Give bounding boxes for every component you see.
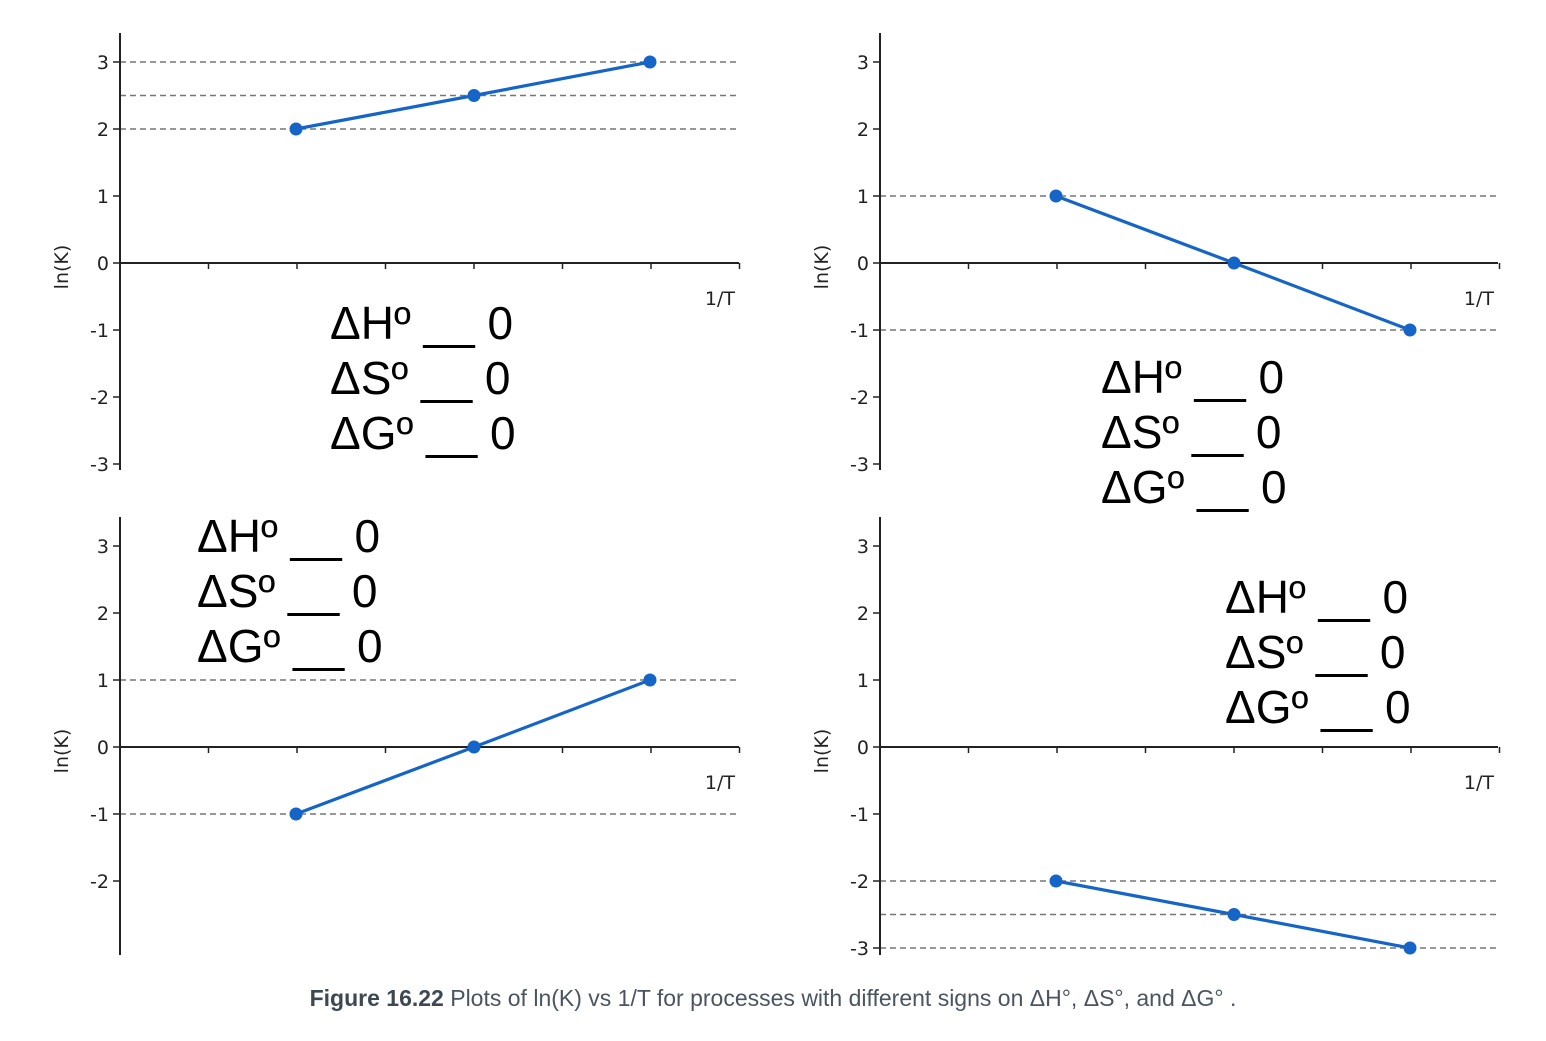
- x-axis-title: 1/T: [1464, 772, 1494, 794]
- delta-h-label: ΔHº __ 0: [330, 297, 514, 349]
- y-tick-label: 0: [97, 253, 109, 275]
- annotation-panel-1: ΔHº __ 0 ΔSº __ 0 ΔGº __ 0: [330, 296, 516, 461]
- y-tick-label: 0: [857, 737, 869, 759]
- delta-g-label: ΔGº __ 0: [1225, 681, 1411, 733]
- data-point: [1403, 323, 1417, 337]
- data-point: [467, 89, 481, 102]
- delta-s-label: ΔSº __ 0: [1101, 406, 1282, 458]
- y-tick-label: 1: [857, 186, 869, 208]
- delta-h-label: ΔHº __ 0: [1101, 351, 1285, 403]
- y-tick-label: 2: [857, 603, 869, 625]
- y-tick-label: -2: [850, 871, 869, 893]
- annotation-panel-4: ΔHº __ 0 ΔSº __ 0 ΔGº __ 0: [1225, 570, 1411, 735]
- y-axis-title: ln(K): [51, 729, 73, 774]
- delta-g-label: ΔGº __ 0: [330, 407, 516, 459]
- data-point: [1227, 256, 1241, 270]
- y-axis-title: ln(K): [51, 245, 73, 290]
- y-tick-label: 1: [97, 670, 109, 692]
- y-tick-label: 1: [857, 670, 869, 692]
- y-tick-label: -1: [90, 320, 109, 342]
- chart-panel-2: 3 2 1 0 -1 -2 -3 1/T ln(K): [811, 33, 1501, 476]
- y-tick-label: -3: [90, 454, 109, 476]
- data-point: [643, 673, 657, 687]
- y-axis-title: ln(K): [811, 729, 833, 774]
- data-point: [643, 55, 657, 69]
- y-tick-label: -1: [90, 804, 109, 826]
- delta-s-label: ΔSº __ 0: [1225, 626, 1406, 678]
- y-tick-label: -1: [850, 320, 869, 342]
- y-tick-label: 3: [857, 536, 869, 558]
- y-tick-label: -2: [90, 871, 109, 893]
- data-point: [1049, 189, 1063, 203]
- delta-h-label: ΔHº __ 0: [197, 510, 381, 562]
- y-tick-label: 3: [97, 52, 109, 74]
- x-axis-title: 1/T: [705, 288, 735, 310]
- data-point: [1227, 908, 1241, 921]
- y-axis-title: ln(K): [811, 245, 833, 290]
- y-tick-label: -3: [850, 938, 869, 960]
- delta-s-label: ΔSº __ 0: [197, 565, 378, 617]
- chart-panel-4: 3 2 1 0 -1 -2 -3 1/T ln(K): [811, 517, 1501, 960]
- y-tick-label: -2: [850, 387, 869, 409]
- figure-caption: Figure 16.22 Plots of ln(K) vs 1/T for p…: [0, 985, 1546, 1012]
- delta-g-label: ΔGº __ 0: [197, 620, 383, 672]
- y-tick-label: -1: [850, 804, 869, 826]
- x-axis-title: 1/T: [705, 772, 735, 794]
- y-tick-label: 3: [97, 536, 109, 558]
- chart-panel-1: 3 2 1 0 -1 -2 -3 1/T ln(K): [51, 33, 741, 476]
- y-tick-label: 2: [97, 119, 109, 141]
- y-tick-label: -2: [90, 387, 109, 409]
- y-tick-label: -3: [850, 454, 869, 476]
- y-tick-label: 2: [857, 119, 869, 141]
- delta-s-label: ΔSº __ 0: [330, 352, 511, 404]
- y-tick-label: 1: [97, 186, 109, 208]
- y-tick-label: 2: [97, 603, 109, 625]
- delta-g-label: ΔGº __ 0: [1101, 461, 1287, 513]
- y-tick-label: 0: [97, 737, 109, 759]
- y-tick-label: 3: [857, 52, 869, 74]
- data-point: [289, 122, 303, 136]
- chart-panel-3: 3 2 1 0 -1 -2 1/T ln(K): [51, 517, 741, 955]
- data-point: [289, 807, 303, 821]
- annotation-panel-3: ΔHº __ 0 ΔSº __ 0 ΔGº __ 0: [197, 509, 383, 674]
- data-point: [467, 740, 481, 754]
- caption-label: Figure 16.22: [309, 985, 444, 1011]
- x-axis-title: 1/T: [1464, 288, 1494, 310]
- data-point: [1049, 874, 1063, 888]
- delta-h-label: ΔHº __ 0: [1225, 571, 1409, 623]
- y-tick-label: 0: [857, 253, 869, 275]
- annotation-panel-2: ΔHº __ 0 ΔSº __ 0 ΔGº __ 0: [1101, 350, 1287, 515]
- caption-text: Plots of ln(K) vs 1/T for processes with…: [443, 985, 1237, 1011]
- data-point: [1403, 941, 1417, 955]
